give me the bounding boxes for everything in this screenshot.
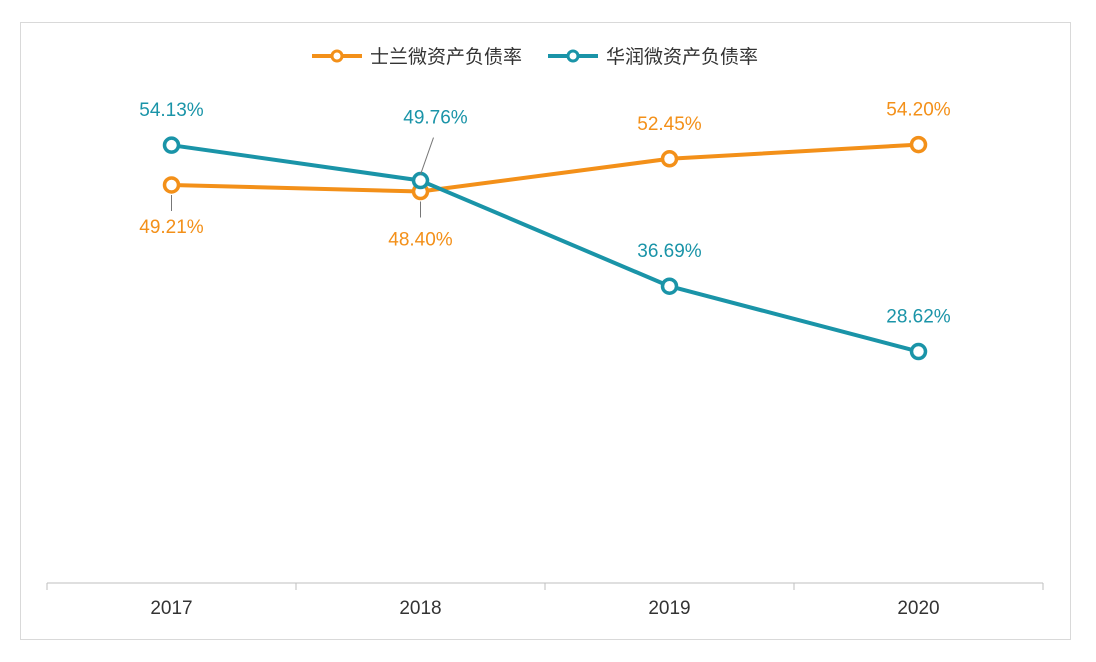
legend-marker bbox=[566, 49, 580, 63]
data-label: 48.40% bbox=[388, 230, 453, 251]
data-point bbox=[909, 135, 928, 154]
data-point bbox=[660, 150, 679, 168]
x-tick-label: 2019 bbox=[648, 598, 690, 619]
series-line bbox=[171, 143, 920, 354]
data-label: 28.62% bbox=[886, 307, 951, 328]
data-point bbox=[909, 342, 928, 361]
legend-marker bbox=[330, 49, 344, 63]
legend-label: 华润微资产负债率 bbox=[606, 46, 758, 68]
x-tick-label: 2017 bbox=[150, 598, 192, 619]
data-label: 36.69% bbox=[637, 241, 702, 262]
series-line bbox=[171, 142, 919, 194]
x-tick-label: 2018 bbox=[399, 598, 441, 619]
data-point bbox=[162, 136, 181, 154]
chart-frame bbox=[20, 22, 1071, 640]
label-leader-line bbox=[420, 137, 434, 175]
data-label: 52.45% bbox=[637, 114, 702, 135]
data-point bbox=[411, 171, 430, 190]
x-tick-label: 2020 bbox=[897, 598, 939, 619]
legend-label: 士兰微资产负债率 bbox=[370, 46, 522, 68]
data-label: 49.21% bbox=[139, 217, 204, 238]
data-label: 54.20% bbox=[886, 100, 951, 121]
data-point bbox=[660, 277, 679, 295]
data-label: 49.76% bbox=[403, 108, 468, 129]
data-point bbox=[162, 176, 181, 194]
data-label: 54.13% bbox=[139, 100, 204, 121]
